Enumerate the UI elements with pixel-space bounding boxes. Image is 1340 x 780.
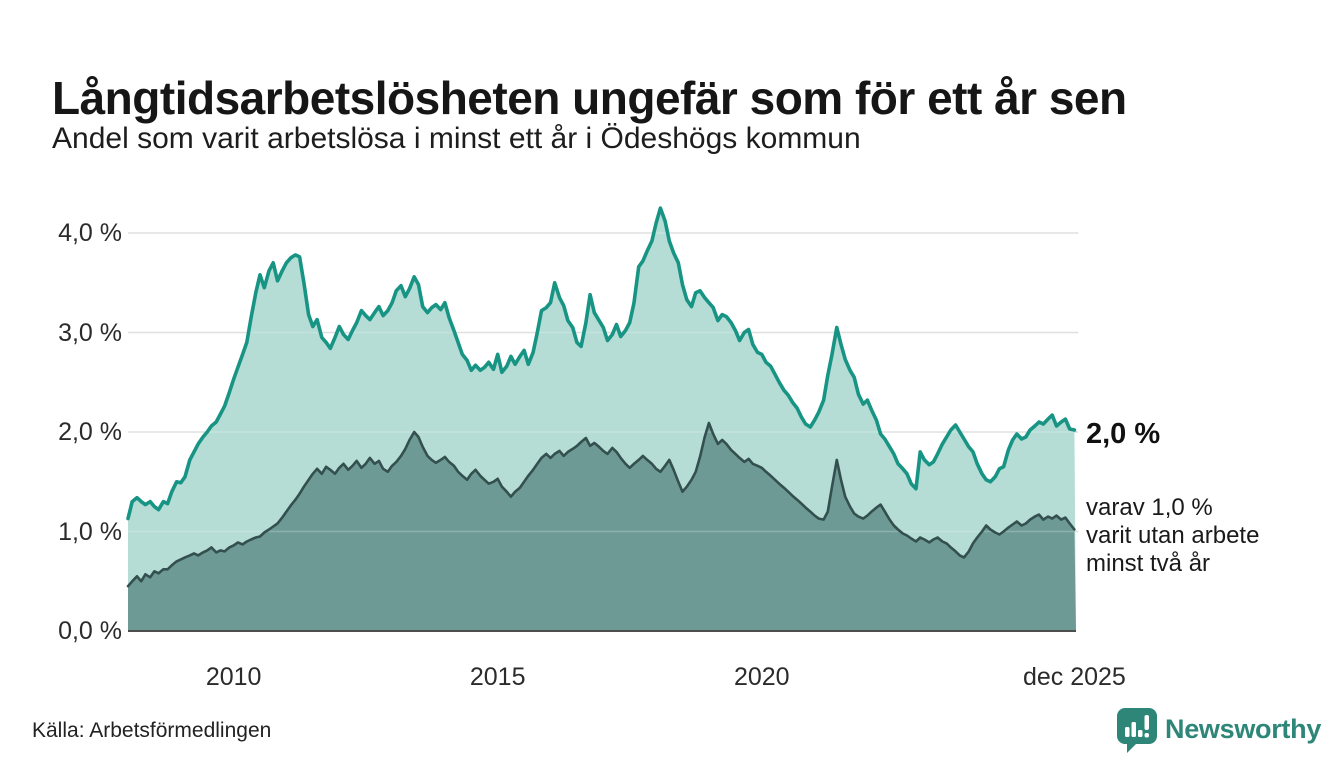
page-title: Långtidsarbetslösheten ungefär som för e… bbox=[52, 71, 1127, 124]
newsworthy-wordmark: Newsworthy bbox=[1165, 714, 1322, 744]
source-note: Källa: Arbetsförmedlingen bbox=[32, 719, 272, 742]
series-annotation-line: minst två år bbox=[1086, 550, 1211, 577]
series-annotation: varav 1,0 % varit utan arbete minst två år bbox=[1086, 494, 1259, 578]
chart-subtitle: Andel som varit arbetslösa i minst ett å… bbox=[52, 122, 861, 155]
series-end-value-label: 2,0 % bbox=[1086, 418, 1161, 450]
y-tick-label: 1,0 % bbox=[58, 517, 122, 546]
newsworthy-logo: Newsworthy bbox=[1117, 708, 1321, 756]
x-tick-label: 2020 bbox=[733, 663, 790, 691]
line-unemployed-1yr bbox=[126, 206, 1077, 521]
y-tick-label: 3,0 % bbox=[58, 318, 122, 347]
x-tick-label: 2015 bbox=[469, 663, 526, 691]
x-tick-label: dec 2025 bbox=[1022, 663, 1126, 691]
line-unemployed-2yr bbox=[126, 421, 1076, 588]
y-tick-label: 2,0 % bbox=[58, 418, 122, 446]
y-tick-label: 0,0 % bbox=[58, 617, 122, 645]
series-annotation-line: varav 1,0 % bbox=[1086, 494, 1213, 521]
series-annotation-line: varit utan arbete bbox=[1086, 522, 1260, 549]
newsworthy-bubble-chart-icon bbox=[1117, 708, 1157, 753]
x-tick-label: 2010 bbox=[205, 663, 262, 691]
y-tick-label: 4,0 % bbox=[58, 219, 122, 247]
